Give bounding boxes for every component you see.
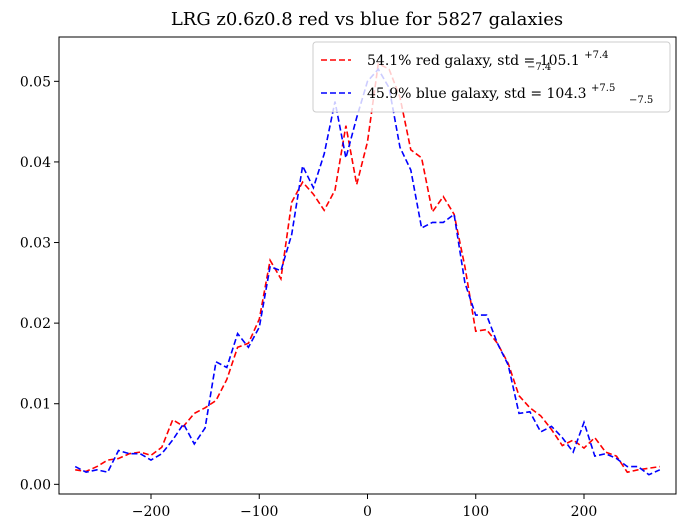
- legend-label-red-main: 54.1% red galaxy, std = 105.1: [367, 53, 580, 69]
- x-tick-label: 200: [571, 504, 598, 520]
- x-tick-label: −100: [240, 504, 278, 520]
- legend-label-blue-sub: −7.5: [629, 95, 653, 106]
- x-axis: −200 −100 0 100 200: [132, 494, 598, 520]
- legend: 54.1% red galaxy, std = 105.1 +7.4 −7.4 …: [312, 41, 671, 113]
- y-tick-label: 0.04: [20, 155, 51, 171]
- plot-frame: [58, 36, 677, 495]
- legend-label-blue: 45.9% blue galaxy, std = 104.3 +7.5 −7.5: [367, 79, 653, 106]
- x-tick-label: 100: [462, 504, 489, 520]
- y-tick-label: 0.02: [20, 316, 51, 332]
- legend-label-red-sup: +7.4: [584, 50, 608, 61]
- legend-label-blue-main: 45.9% blue galaxy, std = 104.3: [367, 86, 587, 102]
- y-tick-label: 0.01: [20, 397, 51, 413]
- legend-label-red: 54.1% red galaxy, std = 105.1 +7.4 −7.4: [367, 46, 613, 73]
- y-tick-label: 0.03: [20, 236, 51, 252]
- y-tick-label: 0.05: [20, 74, 51, 90]
- series-red-line: [75, 62, 660, 474]
- legend-box: [312, 41, 671, 113]
- series-layer: [74, 62, 661, 476]
- legend-label-blue-sup: +7.5: [591, 83, 615, 94]
- y-tick-label: 0.00: [20, 477, 51, 493]
- chart-title: LRG z0.6z0.8 red vs blue for 5827 galaxi…: [171, 9, 563, 30]
- series-blue-line: [74, 67, 661, 476]
- y-axis: 0.00 0.01 0.02 0.03 0.04 0.05: [20, 74, 59, 493]
- x-tick-label: −200: [132, 504, 170, 520]
- legend-label-red-sub: −7.4: [527, 62, 551, 73]
- x-tick-label: 0: [363, 504, 372, 520]
